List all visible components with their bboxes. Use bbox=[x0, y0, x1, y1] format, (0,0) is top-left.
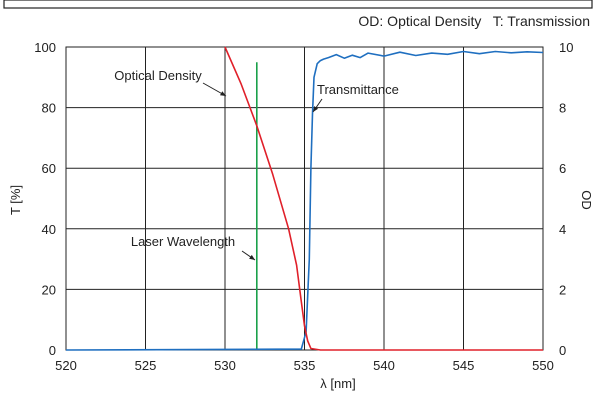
x-tick-label: 530 bbox=[214, 358, 236, 373]
series-lines bbox=[65, 46, 544, 351]
leader-transmittance-head bbox=[313, 106, 319, 112]
y-left-tick-label: 40 bbox=[42, 222, 56, 237]
y-left-tick-label: 80 bbox=[42, 101, 56, 116]
optical-density-line bbox=[224, 46, 543, 351]
leader-laser-wavelength-head bbox=[249, 254, 255, 260]
y-right-tick-label: 6 bbox=[559, 161, 566, 176]
x-tick-label: 535 bbox=[294, 358, 316, 373]
y-right-tick-label: 10 bbox=[559, 40, 573, 55]
x-tick-label: 525 bbox=[135, 358, 157, 373]
y-left-tick-label: 100 bbox=[34, 40, 56, 55]
y-right-tick-label: 8 bbox=[559, 101, 566, 116]
annotation-transmittance: Transmittance bbox=[317, 82, 399, 97]
header-note: OD: Optical Density T: Transmission bbox=[358, 13, 590, 29]
y-axis-right-label: OD bbox=[579, 190, 594, 210]
annotations: Optical Density Transmittance Laser Wavele… bbox=[114, 68, 399, 261]
y-left-tick-label: 60 bbox=[42, 161, 56, 176]
y-right-tick-label: 0 bbox=[559, 343, 566, 358]
annotation-laser-wavelength: Laser Wavelength bbox=[131, 234, 235, 249]
annotation-optical-density: Optical Density bbox=[114, 68, 202, 83]
leader-optical-density-head bbox=[220, 91, 226, 96]
y-axis-left-label: T [%] bbox=[8, 185, 23, 215]
x-tick-label: 520 bbox=[55, 358, 77, 373]
x-tick-label: 540 bbox=[373, 358, 395, 373]
y-left-tick-label: 20 bbox=[42, 282, 56, 297]
top-frame-strip bbox=[3, 0, 593, 9]
transmittance-line bbox=[65, 50, 544, 351]
x-tick-label: 550 bbox=[532, 358, 554, 373]
y-right-tick-label: 2 bbox=[559, 282, 566, 297]
plot-frame bbox=[65, 46, 544, 351]
y-left-tick-label: 0 bbox=[49, 343, 56, 358]
y-right-tick-label: 4 bbox=[559, 222, 566, 237]
tick-labels: 520 525 530 535 540 545 550 0 20 40 60 80 100 0 2 4 6 8 10 bbox=[34, 40, 573, 373]
x-axis-label: λ [nm] bbox=[320, 376, 355, 391]
grid bbox=[65, 46, 544, 351]
x-tick-label: 545 bbox=[453, 358, 475, 373]
